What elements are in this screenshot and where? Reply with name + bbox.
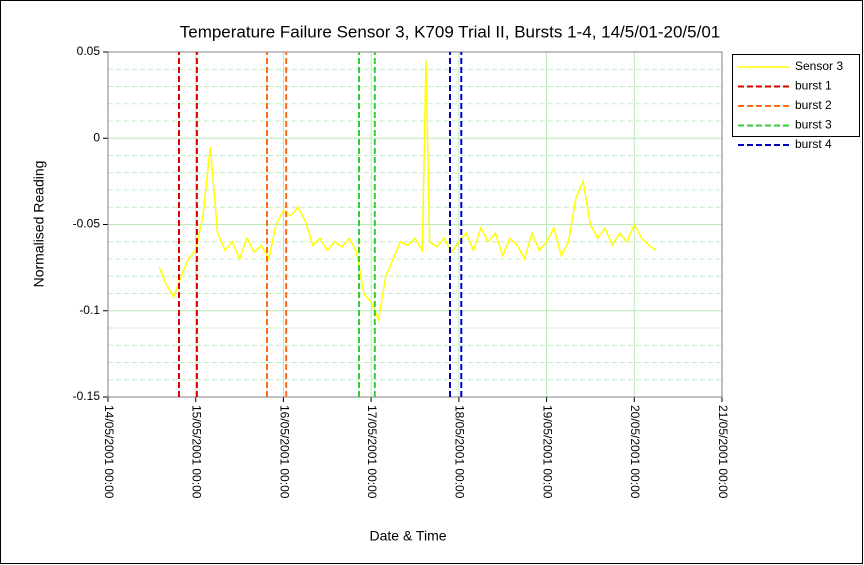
y-tick-label: 0.05 xyxy=(77,44,101,58)
legend-label: burst 1 xyxy=(795,79,832,93)
burst-line xyxy=(449,52,463,397)
x-tick-label: 16/05/2001 00:00 xyxy=(277,405,291,499)
plot-border xyxy=(107,51,723,398)
x-axis-label: Date & Time xyxy=(369,528,446,544)
burst-line xyxy=(178,52,198,397)
y-tick-label: -0.05 xyxy=(73,217,101,231)
burst-line xyxy=(358,52,376,397)
burst-line xyxy=(266,52,288,397)
x-tick-label: 20/05/2001 00:00 xyxy=(628,405,642,499)
legend-label: burst 3 xyxy=(795,118,832,132)
x-tick-label: 19/05/2001 00:00 xyxy=(540,405,554,499)
legend-label: burst 4 xyxy=(795,137,832,151)
y-tick-label: 0 xyxy=(93,130,100,144)
series-line xyxy=(158,60,657,323)
x-tick-label: 17/05/2001 00:00 xyxy=(365,405,379,499)
y-tick-label: -0.1 xyxy=(79,303,100,317)
chart-title: Temperature Failure Sensor 3, K709 Trial… xyxy=(180,22,721,41)
legend-label: burst 2 xyxy=(795,98,832,112)
y-axis-label: Normalised Reading xyxy=(31,161,47,288)
y-tick-label: -0.15 xyxy=(73,389,101,403)
x-tick-label: 14/05/2001 00:00 xyxy=(102,405,116,499)
x-tick-label: 15/05/2001 00:00 xyxy=(190,405,204,499)
x-tick-label: 18/05/2001 00:00 xyxy=(453,405,467,499)
legend-label: Sensor 3 xyxy=(795,59,843,73)
legend-box xyxy=(732,54,860,137)
x-tick-label: 21/05/2001 00:00 xyxy=(716,405,730,499)
